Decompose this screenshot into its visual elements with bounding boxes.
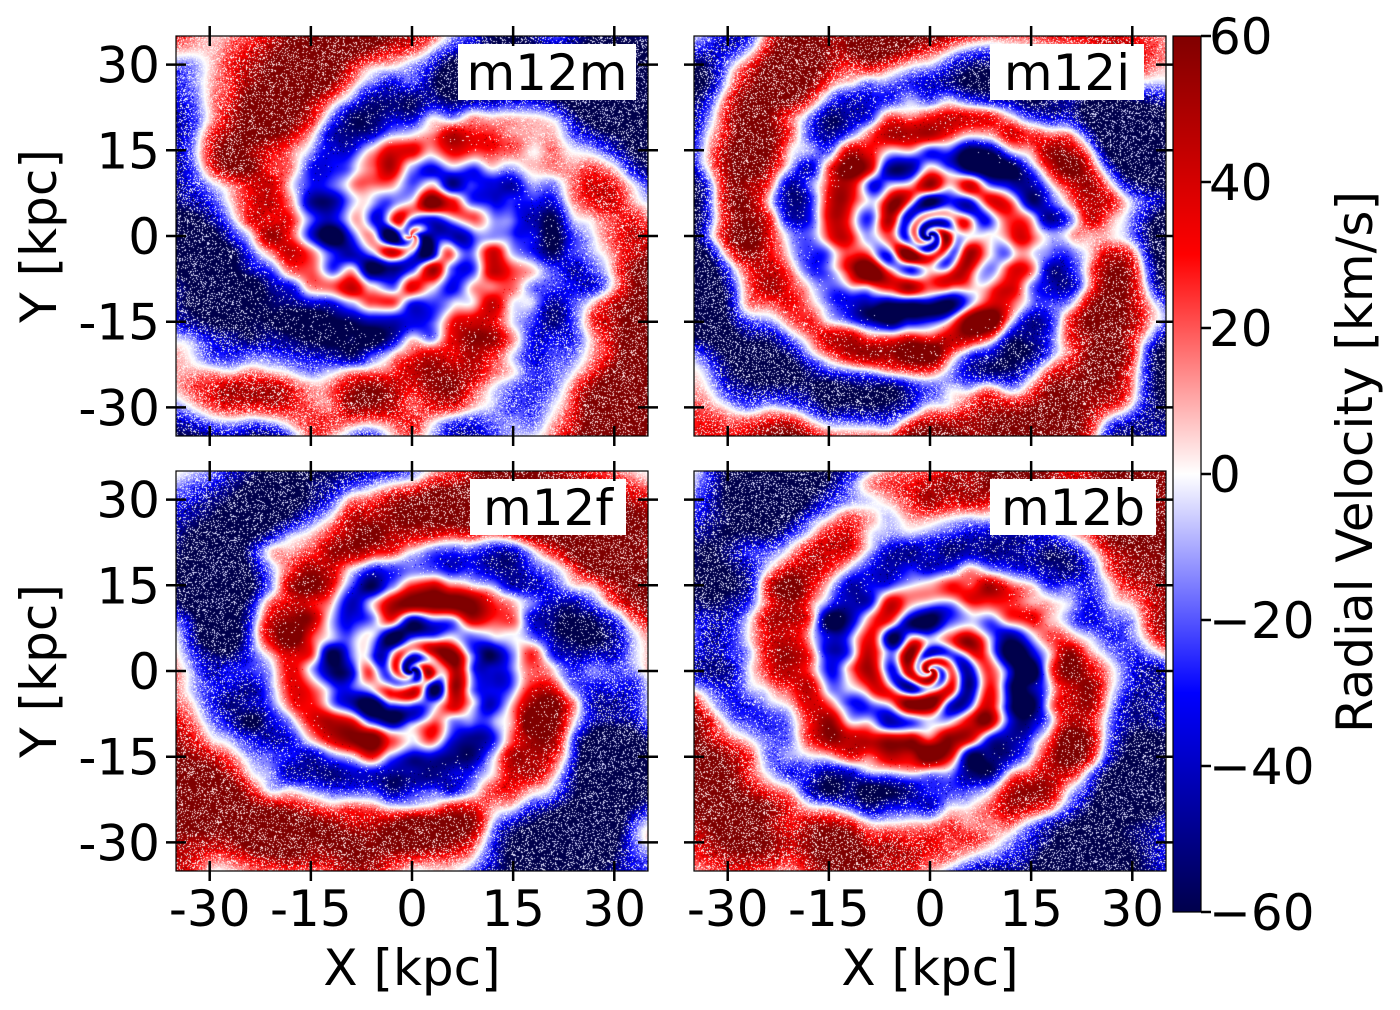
panel-top-left: m12m: [175, 35, 649, 437]
heatmap-image: [694, 471, 1166, 871]
colorbar-tick-label: 60: [1209, 8, 1273, 66]
panel-label-box: [470, 479, 626, 535]
colorbar-gradient: [1172, 35, 1202, 913]
panel-bottom-left: m12f: [175, 470, 649, 872]
x-tick-label: 30: [1100, 880, 1164, 938]
x-tick-label: -15: [788, 880, 870, 938]
x-tick-label: 0: [914, 880, 946, 938]
panel-label: m12f: [483, 479, 614, 537]
colorbar-tick-label: −60: [1209, 884, 1315, 942]
x-axis-title: X [kpc]: [323, 939, 500, 997]
panel-label-box: [990, 44, 1144, 100]
x-tick-label: 15: [999, 880, 1063, 938]
x-tick-label: 0: [396, 880, 428, 938]
colorbar-ticks: 60 40 20 0 −20 −40 −60: [1201, 8, 1315, 942]
heatmap-image: [694, 36, 1166, 436]
panel-bottom-right: m12b: [693, 470, 1167, 872]
y-tick-label: 0: [128, 208, 160, 266]
colorbar-tick-label: 20: [1209, 300, 1273, 358]
x-tick-label: -15: [270, 880, 352, 938]
panel-label: m12m: [466, 44, 627, 102]
panel-label-box: [458, 44, 636, 100]
panel-label: m12i: [1004, 44, 1130, 102]
panel-label: m12b: [1001, 479, 1145, 537]
y-tick-label: 0: [128, 643, 160, 701]
y-tick-label: 15: [96, 557, 160, 615]
colorbar-title: Radial Velocity [km/s]: [1326, 191, 1384, 733]
colorbar-tick-label: −20: [1209, 592, 1315, 650]
y-tick-label: -30: [78, 814, 160, 872]
y-axis-title: Y [kpc]: [10, 584, 68, 759]
colorbar-tick-label: −40: [1209, 738, 1315, 796]
x-tick-label: 15: [481, 880, 545, 938]
colorbar-tick-label: 40: [1209, 154, 1273, 212]
y-tick-label: -15: [78, 729, 160, 787]
y-tick-label: 30: [96, 37, 160, 95]
x-tick-label: -30: [687, 880, 769, 938]
heatmap-image: [176, 471, 648, 871]
y-tick-label: -15: [78, 294, 160, 352]
y-tick-label: 15: [96, 122, 160, 180]
y-tick-label: 30: [96, 472, 160, 530]
x-tick-label: 30: [582, 880, 646, 938]
heatmap-image: [176, 36, 648, 436]
x-tick-label: -30: [169, 880, 251, 938]
colorbar: 60 40 20 0 −20 −40 −60 Radial Velocity [km/s]: [1172, 8, 1384, 942]
x-axis-title: X [kpc]: [841, 939, 1018, 997]
y-axis-title: Y [kpc]: [10, 149, 68, 324]
panel-label-box: [990, 479, 1156, 535]
panel-top-right: m12i: [693, 35, 1167, 437]
axis-ticks: -30 -15 0 15 30 -30 -15 0 15 30 -30 -15 0 15 30 -30 -15 0…: [78, 26, 1176, 938]
colorbar-tick-label: 0: [1209, 446, 1241, 504]
y-tick-label: -30: [78, 379, 160, 437]
